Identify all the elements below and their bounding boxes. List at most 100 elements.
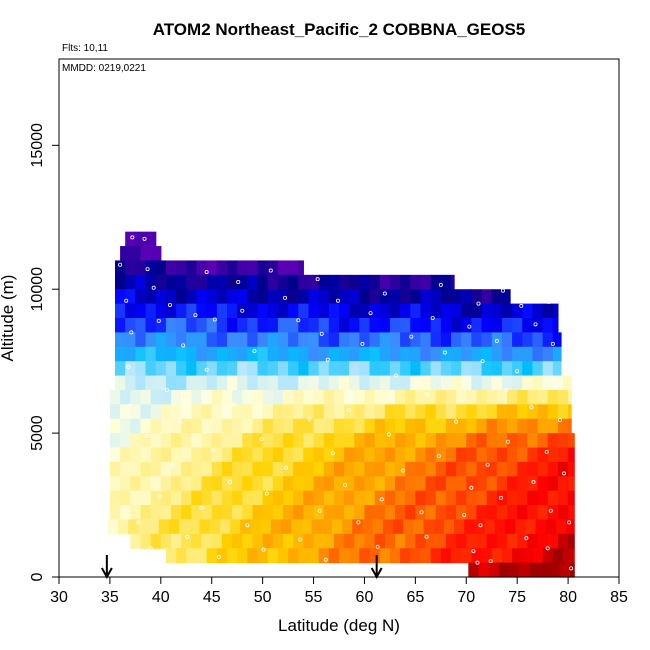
- curtain-cell: [186, 260, 198, 276]
- plot-frame: [58, 58, 620, 578]
- curtain-row: [125, 231, 157, 247]
- curtain-cell: [379, 274, 391, 290]
- curtain-cell: [400, 375, 411, 391]
- curtain-cell: [293, 505, 304, 521]
- curtain-cell: [374, 490, 386, 506]
- curtain-cell: [221, 490, 233, 506]
- curtain-cell: [425, 505, 437, 521]
- curtain-cell: [344, 476, 355, 492]
- curtain-cell: [130, 533, 142, 549]
- curtain-cell: [344, 505, 355, 521]
- curtain-cell: [522, 548, 534, 564]
- observation-marker: [144, 433, 149, 438]
- curtain-cell: [186, 318, 198, 333]
- curtain-cell: [125, 346, 136, 362]
- curtain-cell: [433, 519, 445, 535]
- curtain-cell: [227, 303, 238, 319]
- curtain-cell: [403, 519, 414, 535]
- curtain-cell: [501, 361, 513, 377]
- x-tick-label: 70: [457, 589, 475, 606]
- curtain-cell: [517, 418, 528, 434]
- observation-marker: [569, 566, 574, 571]
- curtain-cell: [552, 548, 564, 564]
- curtain-cell: [333, 461, 345, 477]
- curtain-cell: [374, 533, 386, 549]
- curtain-cell: [451, 289, 462, 305]
- curtain-cell: [507, 447, 518, 463]
- curtain-cell: [352, 519, 364, 535]
- curtain-cell: [445, 476, 457, 492]
- curtain-cell: [466, 461, 478, 477]
- curtain-cell: [186, 289, 198, 305]
- curtain-cell: [389, 318, 401, 333]
- curtain-cell: [181, 418, 192, 434]
- curtain-cell: [277, 260, 289, 276]
- curtain-cell: [328, 332, 340, 348]
- curtain-cell: [171, 433, 182, 449]
- observation-marker: [401, 468, 406, 473]
- curtain-cell: [349, 346, 360, 362]
- curtain-cell: [120, 461, 131, 477]
- observation-marker: [454, 419, 459, 424]
- curtain-cell: [359, 289, 371, 305]
- observation-marker: [245, 523, 250, 528]
- curtain-cell: [410, 318, 422, 333]
- observation-marker: [503, 387, 508, 392]
- curtain-cell: [369, 346, 381, 362]
- curtain-cell: [277, 346, 289, 362]
- observation-marker: [126, 364, 131, 369]
- curtain-cell: [150, 389, 162, 405]
- curtain-cell: [445, 389, 457, 405]
- curtain-cell: [405, 418, 416, 434]
- curtain-cell: [359, 346, 371, 362]
- curtain-cell: [186, 332, 198, 348]
- curtain-cell: [425, 490, 437, 506]
- curtain-cell: [456, 505, 467, 521]
- curtain-cell: [308, 332, 320, 348]
- curtain-cell: [456, 418, 467, 434]
- curtain-cell: [196, 289, 208, 305]
- observation-marker: [498, 495, 503, 500]
- curtain-cell: [476, 447, 488, 463]
- observation-marker: [127, 403, 132, 408]
- curtain-cell: [507, 404, 518, 420]
- curtain-cell: [527, 447, 539, 463]
- curtain-cell: [303, 505, 315, 521]
- curtain-cell: [308, 346, 320, 362]
- curtain-cell: [160, 447, 172, 463]
- curtain-cell: [262, 389, 274, 405]
- curtain-cell: [481, 361, 493, 377]
- curtain-cell: [171, 533, 182, 549]
- curtain-cell: [145, 303, 157, 319]
- curtain-cell: [109, 461, 121, 477]
- curtain-cell: [107, 519, 119, 535]
- curtain-cell: [369, 289, 381, 305]
- curtain-cell: [135, 318, 147, 333]
- curtain-cell: [440, 274, 452, 290]
- curtain-cell: [277, 332, 289, 348]
- curtain-cell: [512, 303, 523, 319]
- curtain-cell: [232, 433, 243, 449]
- curtain-cell: [568, 461, 575, 477]
- observation-marker: [529, 405, 534, 410]
- curtain-cell: [115, 289, 126, 305]
- curtain-cell: [216, 361, 228, 377]
- chart-title: ATOM2 Northeast_Pacific_2 COBBNA_GEOS5: [153, 20, 526, 39]
- curtain-cell: [339, 346, 350, 362]
- curtain-cell: [181, 490, 192, 506]
- curtain-cell: [410, 303, 422, 319]
- curtain-cell: [293, 490, 304, 506]
- observation-marker: [171, 462, 176, 467]
- curtain-cell: [369, 303, 381, 319]
- curtain-cell: [227, 548, 238, 564]
- curtain-cell: [486, 404, 498, 420]
- curtain-cell: [206, 260, 218, 276]
- curtain-cell: [252, 404, 264, 420]
- curtain-cell: [125, 289, 136, 305]
- curtain-cell: [400, 274, 411, 290]
- curtain-cell: [221, 433, 233, 449]
- curtain-cell: [221, 447, 233, 463]
- curtain-cell: [237, 346, 248, 362]
- curtain-cell: [160, 533, 172, 549]
- curtain-cell: [435, 505, 447, 521]
